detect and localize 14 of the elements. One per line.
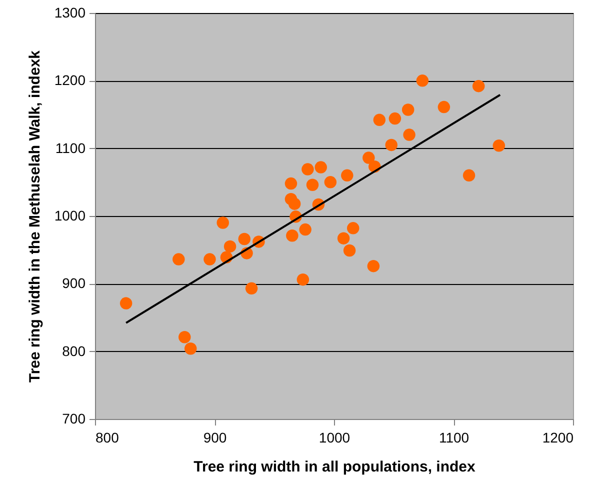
x-tick-label: 1000 [318, 430, 350, 446]
x-tick-label: 1100 [438, 430, 470, 446]
y-tick-label: 1100 [55, 140, 86, 156]
y-tick-label: 800 [62, 342, 86, 359]
y-tick-label: 900 [62, 275, 86, 292]
y-tick-label: 1300 [54, 4, 86, 20]
x-tick-label: 1200 [542, 430, 574, 446]
x-tick-label: 800 [96, 430, 120, 446]
y-tick-label: 700 [62, 410, 86, 426]
y-axis-title: Tree ring width in the Methuselah Walk, indexk [26, 50, 44, 382]
x-axis-title: Tree ring width in all populations, index [194, 458, 476, 476]
y-tick-label: 1200 [54, 72, 86, 88]
y-tick-label: 1000 [54, 208, 86, 224]
x-tick-label: 900 [203, 430, 227, 446]
